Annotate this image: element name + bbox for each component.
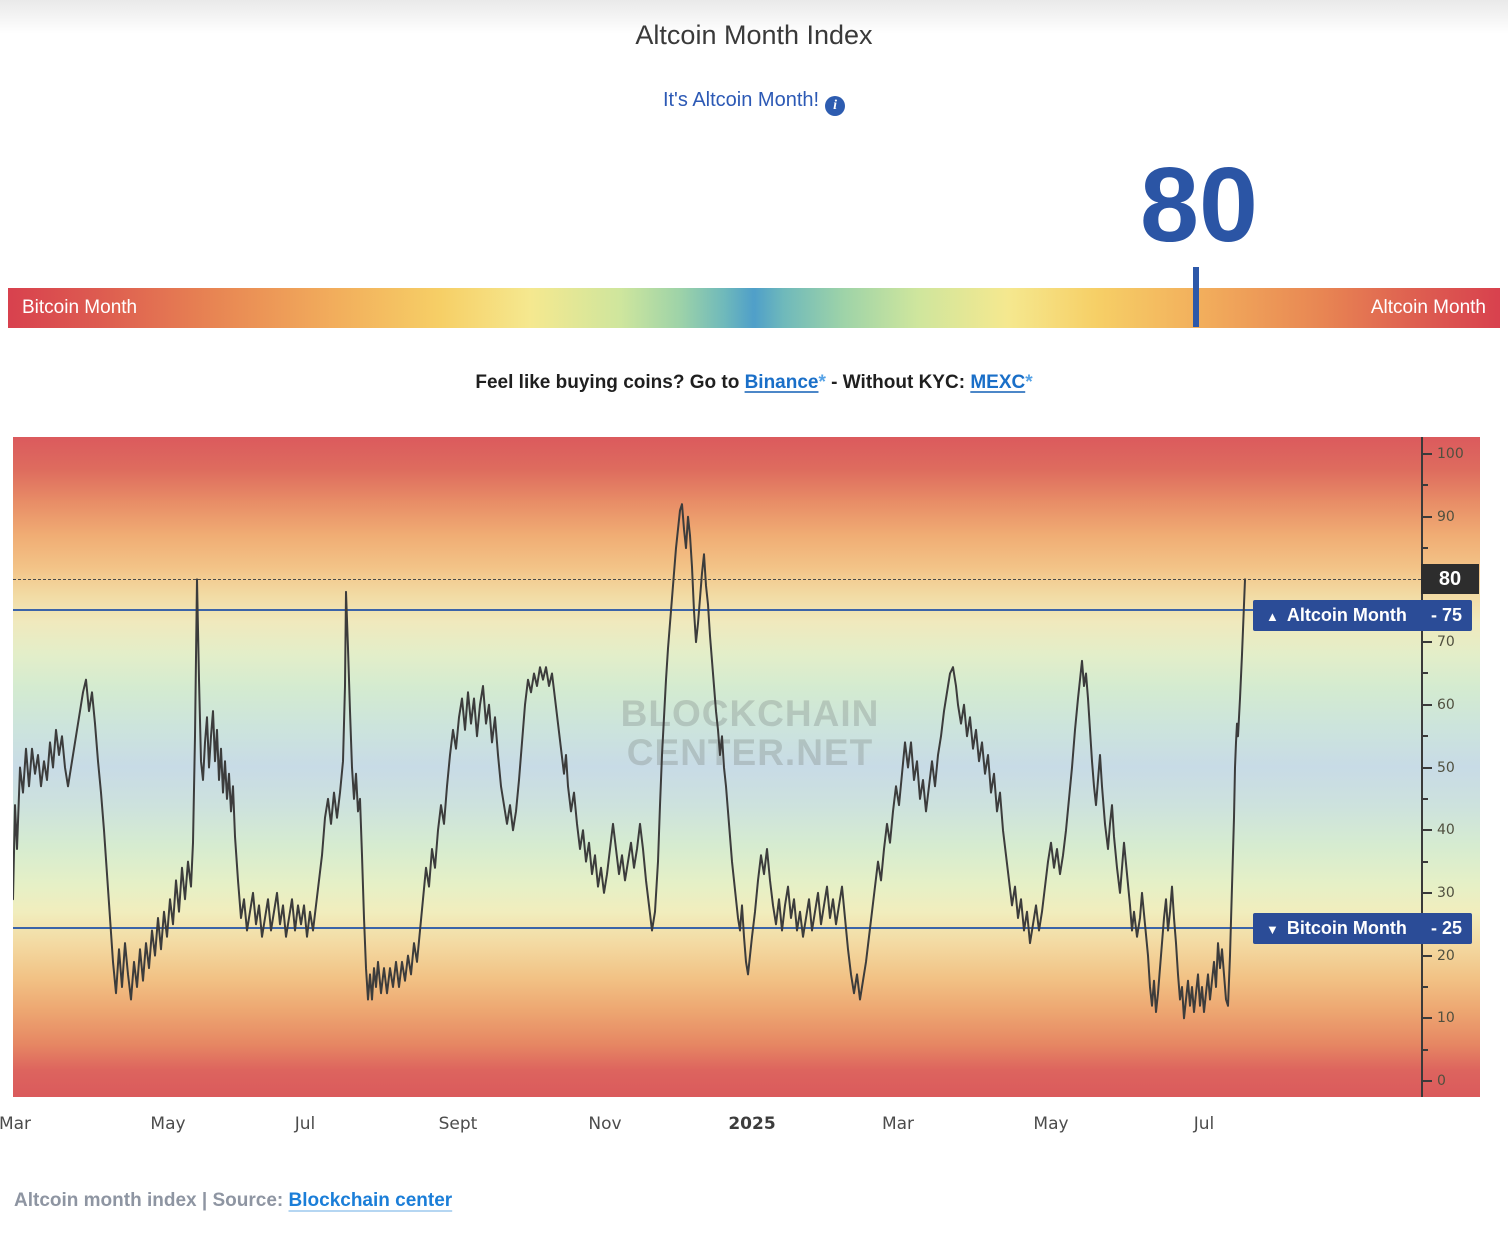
x-axis-label-3-sept: Sept (438, 1114, 478, 1134)
triangle-down-icon: ▼ (1266, 922, 1279, 937)
y-tick-label-10: 10 (1437, 1010, 1455, 1027)
y-tick-20 (1423, 954, 1432, 957)
bitcoin-box-label: Bitcoin Month (1286, 918, 1407, 938)
watermark: BLOCKCHAIN CENTER.NET (46, 694, 1454, 773)
y-tick-label-90: 90 (1437, 508, 1455, 525)
altcoin-box-label: Altcoin Month (1286, 605, 1407, 625)
y-tick-90 (1423, 515, 1432, 518)
altcoin-month-label-box: ▲ Altcoin Month - 75 (1253, 600, 1472, 631)
mexc-asterisk: * (1025, 372, 1033, 393)
y-tick-50 (1423, 766, 1432, 769)
y-tick-30 (1423, 891, 1432, 894)
promo-prefix: Feel like buying coins? Go to (475, 372, 745, 393)
y-tick-0 (1423, 1080, 1432, 1082)
y-axis-line (1421, 437, 1423, 1097)
y-minor-tick-45 (1423, 797, 1428, 800)
altcoin-threshold-line (13, 609, 1253, 611)
y-tick-70 (1423, 641, 1432, 644)
current-value-dashed-line (13, 579, 1421, 580)
y-tick-60 (1423, 703, 1432, 706)
status-text: It's Altcoin Month! (662, 89, 820, 111)
gauge-label-altcoin: Altcoin Month (1370, 297, 1486, 318)
binance-asterisk: * (818, 372, 826, 393)
status-line: It's Altcoin Month! i (0, 89, 1508, 116)
y-tick-label-60: 60 (1437, 696, 1455, 713)
y-tick-label-20: 20 (1437, 947, 1455, 964)
bitcoin-threshold-line (13, 927, 1253, 929)
y-tick-10 (1423, 1017, 1432, 1020)
mexc-link[interactable]: MEXC (970, 372, 1026, 393)
bitcoin-box-left: ▼ Bitcoin Month (1266, 918, 1407, 939)
y-minor-tick-35 (1423, 860, 1428, 863)
altcoin-box-left: ▲ Altcoin Month (1266, 605, 1407, 626)
top-fade-decoration (0, 0, 1508, 34)
index-series-chart (13, 503, 1246, 1020)
x-axis-label-8-jul: Jul (1193, 1114, 1215, 1134)
caption-text: Altcoin month index | Source: (14, 1190, 284, 1211)
binance-link[interactable]: Binance (744, 372, 819, 393)
promo-line: Feel like buying coins? Go to Binance* -… (0, 372, 1508, 394)
y-tick-label-100: 100 (1437, 446, 1464, 462)
chart-caption: Altcoin month index | Source: Blockchain… (14, 1190, 452, 1212)
x-axis-label-0-mar: Mar (0, 1114, 32, 1134)
y-tick-label-0: 0 (1437, 1073, 1446, 1089)
current-value-axis-box: 80 (1421, 564, 1479, 594)
x-axis-label-1-may: May (150, 1114, 186, 1134)
index-chart: BLOCKCHAIN CENTER.NET 100908070605040302… (13, 437, 1480, 1097)
y-minor-tick-95 (1423, 484, 1428, 487)
y-tick-label-30: 30 (1437, 884, 1455, 901)
x-axis-label-2-jul: Jul (294, 1114, 316, 1134)
y-tick-label-70: 70 (1437, 634, 1455, 651)
gauge-label-bitcoin: Bitcoin Month (22, 297, 138, 318)
y-tick-40 (1423, 829, 1432, 832)
promo-middle: - Without KYC: (825, 372, 971, 393)
x-axis-label-4-nov: Nov (588, 1114, 622, 1134)
x-axis-label-5-2025: 2025 (728, 1114, 776, 1134)
y-tick-100 (1423, 453, 1432, 455)
y-minor-tick-65 (1423, 672, 1428, 675)
x-axis-label-7-may: May (1033, 1114, 1069, 1134)
bitcoin-month-label-box: ▼ Bitcoin Month - 25 (1253, 913, 1472, 944)
triangle-up-icon: ▲ (1266, 609, 1279, 624)
y-minor-tick-5 (1423, 1048, 1428, 1051)
y-tick-label-50: 50 (1437, 759, 1455, 776)
bitcoin-box-value: - 25 (1430, 918, 1462, 938)
watermark-line2: CENTER.NET (626, 731, 874, 773)
current-index-value: 80 (1140, 146, 1258, 264)
y-minor-tick-55 (1423, 735, 1428, 738)
source-link[interactable]: Blockchain center (288, 1190, 453, 1211)
altcoin-box-value: - 75 (1430, 605, 1462, 625)
index-series-line (13, 503, 1246, 1020)
y-tick-label-40: 40 (1437, 822, 1455, 839)
gauge-marker (1192, 267, 1199, 327)
y-minor-tick-15 (1423, 985, 1428, 988)
y-minor-tick-85 (1423, 547, 1428, 550)
page-title: Altcoin Month Index (635, 20, 873, 50)
info-icon[interactable]: i (825, 96, 846, 116)
x-axis-labels: Mar May Jul Sept Nov 2025 Mar May Jul (0, 1114, 1421, 1138)
x-axis-label-6-mar: Mar (881, 1114, 915, 1134)
gauge-bar: Bitcoin Month Altcoin Month (8, 288, 1500, 328)
